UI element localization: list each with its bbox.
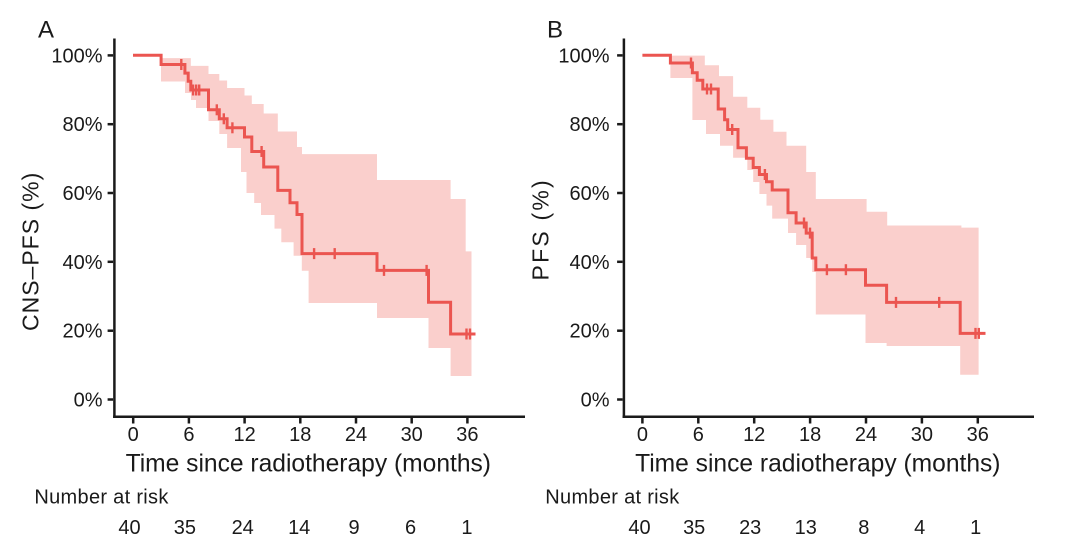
svg-text:8: 8 (858, 517, 869, 539)
svg-text:Time since radiotherapy (month: Time since radiotherapy (months) (635, 451, 1000, 478)
svg-text:80%: 80% (569, 114, 609, 136)
svg-text:0: 0 (637, 424, 648, 446)
svg-text:PFS (%): PFS (%) (527, 178, 553, 280)
svg-text:4: 4 (914, 517, 925, 539)
svg-text:18: 18 (289, 424, 311, 446)
svg-text:B: B (547, 17, 563, 44)
svg-text:36: 36 (967, 424, 989, 446)
svg-text:24: 24 (232, 517, 254, 539)
svg-text:100%: 100% (51, 45, 102, 67)
svg-text:35: 35 (174, 517, 196, 539)
svg-text:6: 6 (405, 517, 416, 539)
svg-text:23: 23 (739, 517, 761, 539)
svg-text:1: 1 (970, 517, 981, 539)
svg-text:12: 12 (743, 424, 765, 446)
svg-text:CNS–PFS (%): CNS–PFS (%) (17, 172, 43, 331)
svg-text:18: 18 (799, 424, 821, 446)
svg-text:1: 1 (461, 517, 472, 539)
svg-text:35: 35 (683, 517, 705, 539)
svg-text:24: 24 (345, 424, 367, 446)
svg-text:40: 40 (118, 517, 140, 539)
svg-text:6: 6 (183, 424, 194, 446)
svg-text:40%: 40% (569, 252, 609, 274)
svg-text:0%: 0% (581, 390, 610, 412)
svg-text:20%: 20% (62, 321, 102, 343)
svg-text:60%: 60% (569, 183, 609, 205)
svg-text:12: 12 (233, 424, 255, 446)
svg-text:0: 0 (128, 424, 139, 446)
svg-text:40%: 40% (62, 252, 102, 274)
svg-text:0%: 0% (74, 390, 103, 412)
svg-text:40: 40 (628, 517, 650, 539)
svg-text:14: 14 (288, 517, 310, 539)
svg-text:Number at risk: Number at risk (545, 486, 680, 508)
svg-text:30: 30 (911, 424, 933, 446)
svg-text:24: 24 (855, 424, 877, 446)
svg-text:9: 9 (349, 517, 360, 539)
svg-text:Time since radiotherapy (month: Time since radiotherapy (months) (126, 451, 491, 478)
svg-text:20%: 20% (569, 321, 609, 343)
svg-text:6: 6 (693, 424, 704, 446)
svg-text:80%: 80% (62, 114, 102, 136)
svg-text:30: 30 (401, 424, 423, 446)
svg-text:100%: 100% (558, 45, 609, 67)
svg-text:13: 13 (795, 517, 817, 539)
svg-text:Number at risk: Number at risk (34, 486, 169, 508)
svg-text:36: 36 (456, 424, 478, 446)
svg-text:60%: 60% (62, 183, 102, 205)
svg-text:A: A (38, 17, 54, 44)
